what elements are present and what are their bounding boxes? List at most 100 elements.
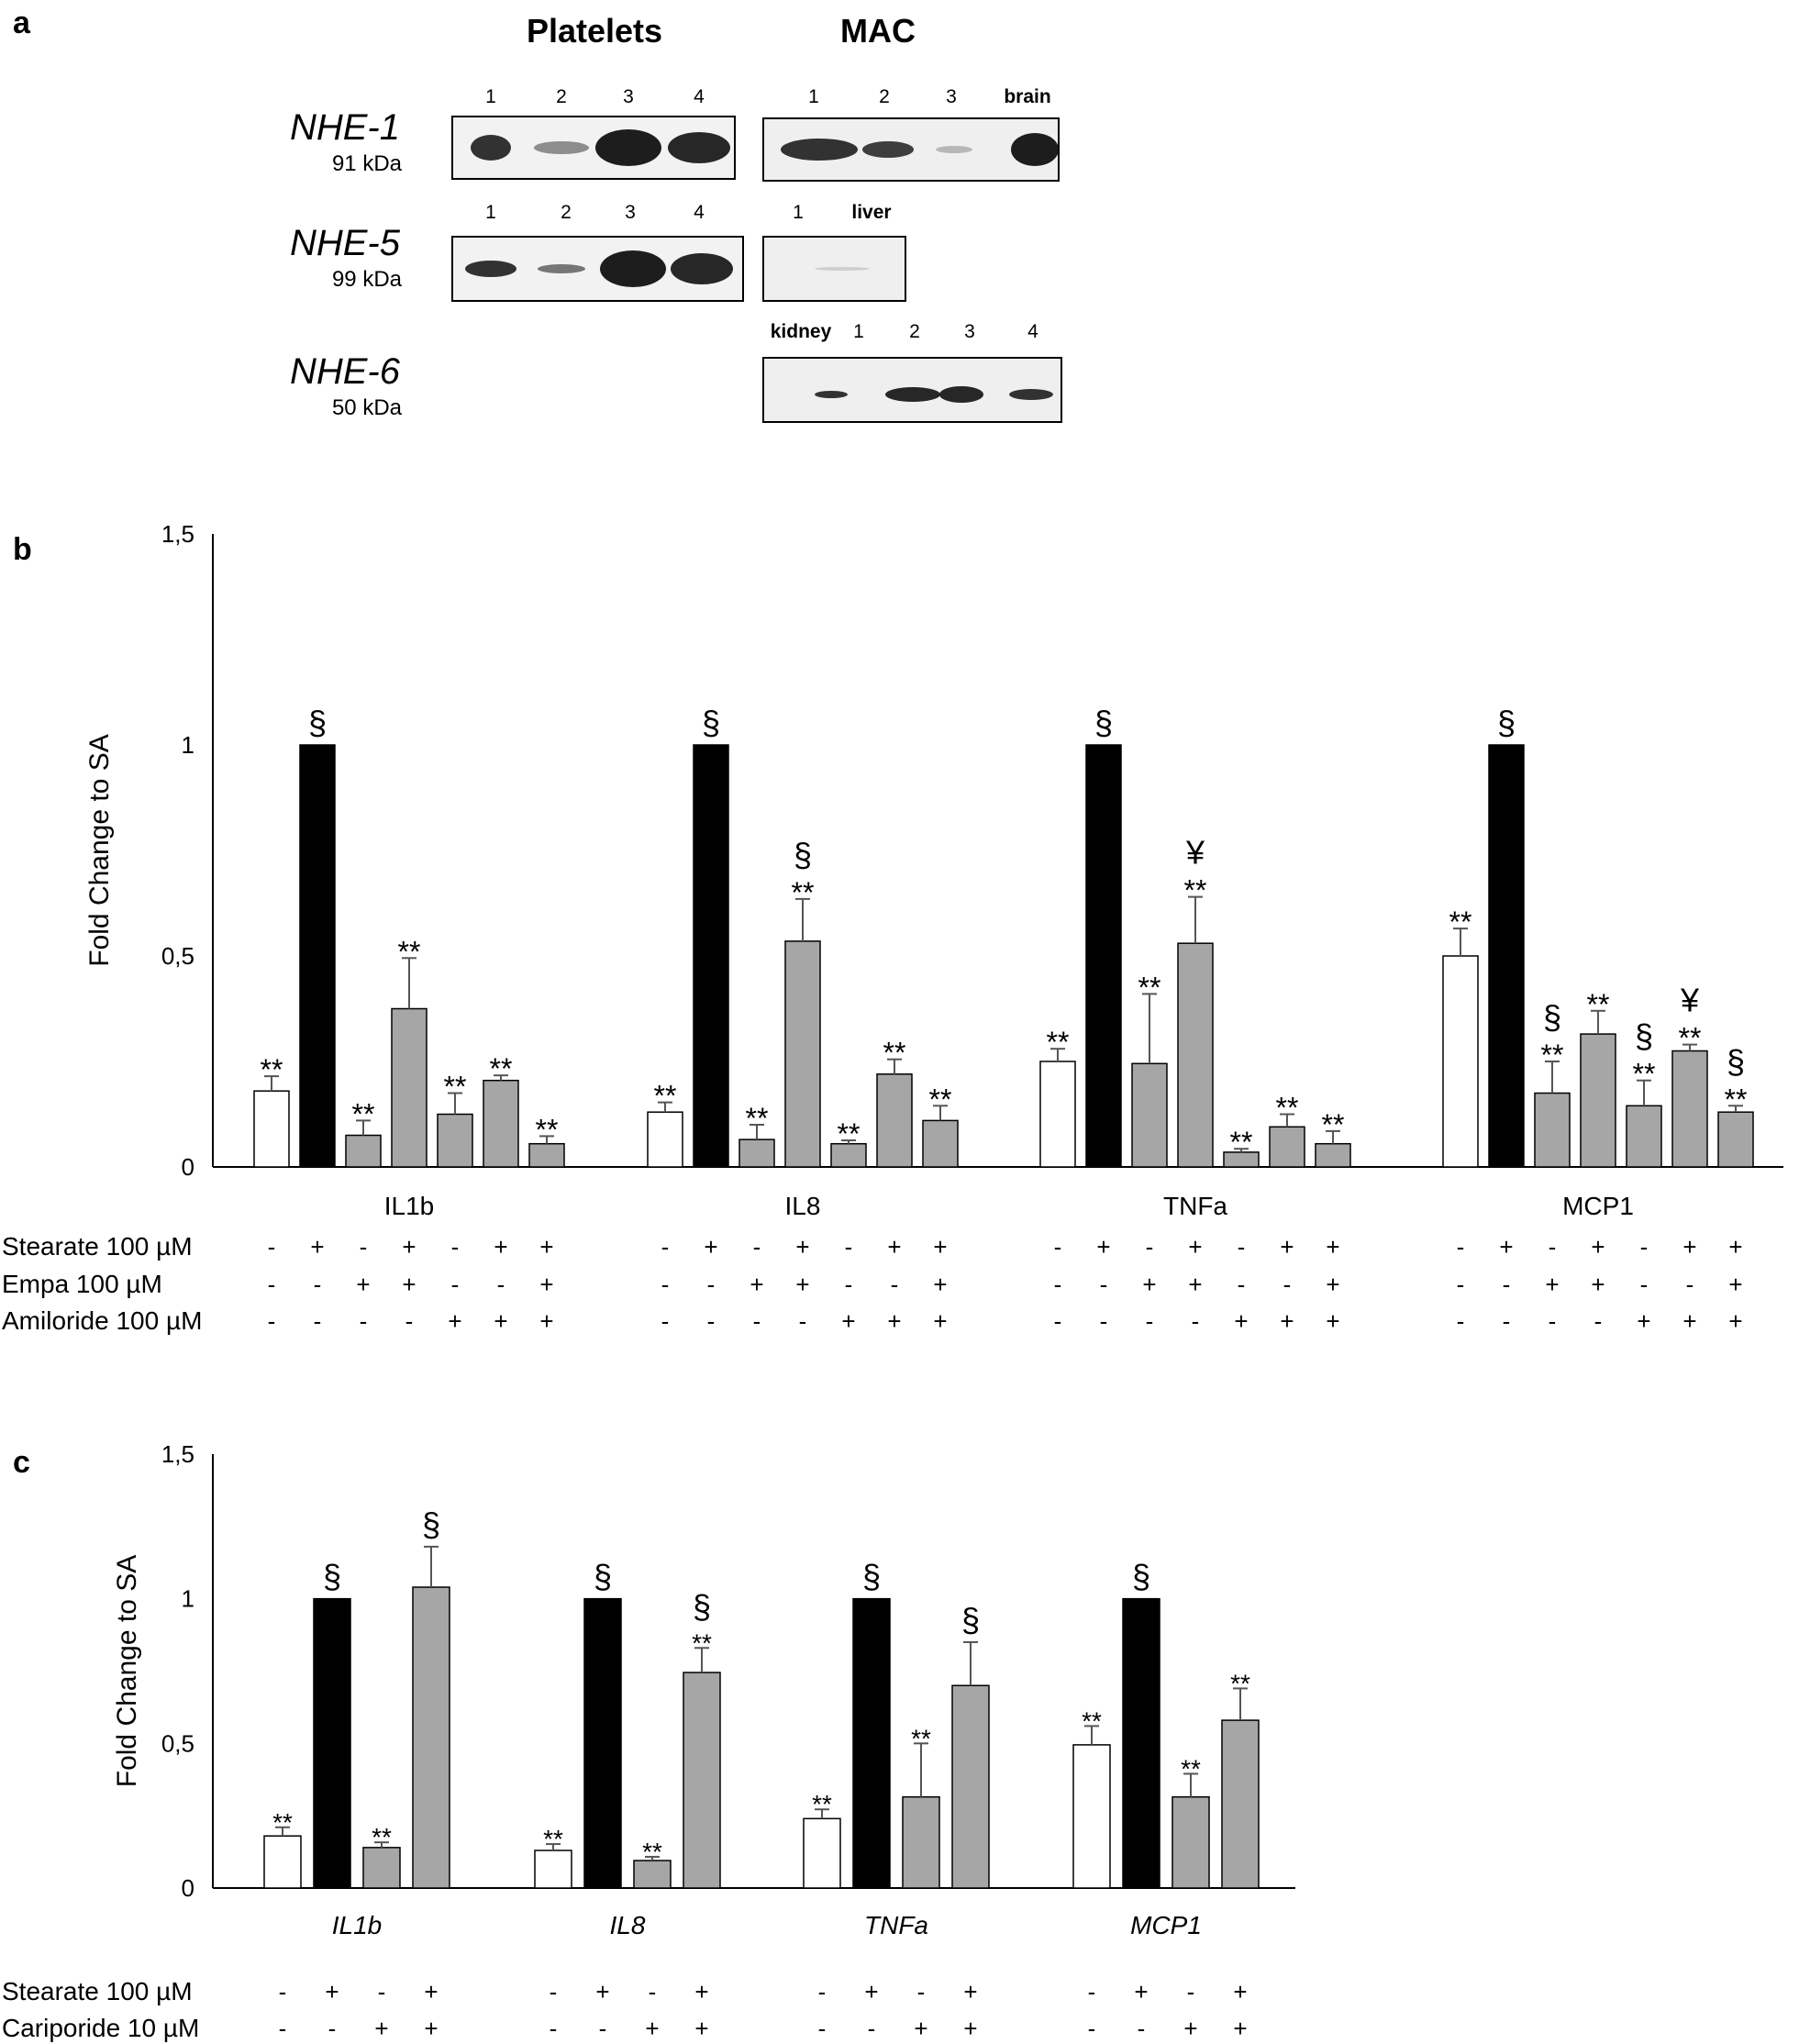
- treatment-sign: +: [795, 1233, 809, 1261]
- bar-il8-6: [876, 1073, 913, 1168]
- lane-label-mac: 2: [909, 321, 920, 342]
- treatment-sign: +: [1188, 1271, 1202, 1298]
- bar-tnfa-4: [1177, 942, 1214, 1168]
- treatment-sign: +: [325, 1978, 339, 2005]
- bar-mcp1-2: [1122, 1597, 1160, 1889]
- lane-label-platelets: 1: [485, 202, 496, 223]
- bar-tnfa-3: [1131, 1062, 1168, 1168]
- band-platelets-nhe-1-lane-3: [595, 129, 661, 166]
- treatment-sign: -: [268, 1233, 276, 1261]
- significance-symbol: ¥: [1185, 834, 1205, 872]
- panel-letter-a: a: [13, 6, 31, 40]
- significance-stars: **: [1181, 1754, 1201, 1783]
- treatment-sign: -: [279, 2015, 287, 2042]
- band-platelets-nhe-1-lane-2: [534, 141, 589, 154]
- significance-stars: **: [490, 1052, 513, 1085]
- treatment-sign: -: [550, 2015, 558, 2042]
- significance-stars: **: [1679, 1022, 1702, 1055]
- treatment-sign: -: [1088, 2015, 1096, 2042]
- treatment-sign: +: [1280, 1307, 1294, 1335]
- treatment-sign: -: [268, 1307, 276, 1335]
- treatment-sign: -: [649, 1978, 657, 2005]
- bar-il1b-2: [313, 1597, 351, 1889]
- bar-mcp1-7: [1717, 1111, 1754, 1168]
- treatment-label: Stearate 100 µM: [2, 1232, 193, 1261]
- treatment-sign: -: [328, 2015, 337, 2042]
- significance-symbol: §: [1635, 1017, 1653, 1055]
- treatment-sign: +: [1280, 1233, 1294, 1261]
- band-mac-nhe-5-1: [815, 267, 870, 271]
- treatment-sign: -: [1549, 1307, 1557, 1335]
- treatment-sign: -: [1187, 1978, 1195, 2005]
- bar-il8-4: [683, 1672, 721, 1889]
- significance-stars: **: [1138, 971, 1161, 1004]
- treatment-sign: +: [1499, 1233, 1513, 1261]
- treatment-label: Stearate 100 µM: [2, 1977, 193, 2005]
- treatment-sign: -: [405, 1307, 414, 1335]
- group-label-il1b: IL1b: [332, 1911, 383, 1939]
- significance-stars: **: [1725, 1083, 1748, 1116]
- bar-il8-1: [534, 1850, 572, 1889]
- treatment-sign: -: [1146, 1307, 1154, 1335]
- bar-il8-4: [784, 940, 821, 1168]
- significance-symbol: §: [308, 704, 327, 741]
- significance-stars: **: [746, 1102, 769, 1135]
- treatment-sign: +: [595, 1978, 609, 2005]
- bar-mcp1-2: [1488, 744, 1525, 1168]
- treatment-sign: +: [1728, 1307, 1742, 1335]
- group-label-il1b: IL1b: [384, 1192, 435, 1220]
- bar-il1b-1: [263, 1835, 302, 1889]
- lane-label-platelets: 2: [561, 202, 572, 223]
- significance-symbol: §: [323, 1558, 341, 1595]
- treatment-label: Cariporide 10 µM: [2, 2014, 199, 2042]
- treatment-sign: +: [933, 1271, 947, 1298]
- treatment-sign: +: [1134, 1978, 1148, 2005]
- treatment-sign: +: [933, 1307, 947, 1335]
- treatment-sign: -: [1238, 1271, 1246, 1298]
- treatment-sign: +: [694, 1978, 708, 2005]
- treatment-sign: -: [891, 1271, 899, 1298]
- treatment-sign: -: [1457, 1271, 1465, 1298]
- bar-il1b-4: [391, 1007, 428, 1168]
- significance-symbol: §: [594, 1558, 612, 1595]
- significance-stars: **: [352, 1097, 375, 1130]
- significance-symbol: §: [1727, 1042, 1745, 1080]
- band-platelets-nhe-5-lane-3: [600, 250, 666, 287]
- bar-tnfa-4: [951, 1684, 990, 1889]
- lane-label-platelets: 3: [623, 86, 634, 107]
- bar-il1b-2: [299, 744, 336, 1168]
- significance-stars: **: [1276, 1092, 1299, 1125]
- treatment-sign: -: [707, 1307, 716, 1335]
- blot-mac-nhe-5: [762, 236, 906, 302]
- bar-il8-2: [583, 1597, 622, 1889]
- lane-label-mac: 1: [808, 86, 819, 107]
- treatment-sign: -: [799, 1307, 807, 1335]
- treatment-sign: +: [1637, 1307, 1650, 1335]
- y-tick-label: 0,5: [161, 1729, 194, 1757]
- treatment-sign: +: [539, 1271, 553, 1298]
- lane-label-platelets: 4: [694, 202, 705, 223]
- y-axis-label: Fold Change to SA: [112, 1555, 142, 1788]
- lane-label-mac: liver: [851, 202, 891, 223]
- mac-title: MAC: [840, 12, 916, 50]
- significance-symbol: §: [1497, 704, 1516, 741]
- treatment-sign: -: [279, 1978, 287, 2005]
- panel-c-chart: c 0 0,5 1 1,5 Fold Change to SA ** § ** § IL1b - + - +…: [2, 1440, 1295, 2042]
- lane-label-mac: 2: [879, 86, 890, 107]
- lane-label-mac: 1: [793, 202, 804, 223]
- bar-mcp1-3: [1172, 1795, 1210, 1889]
- band-mac-nhe-6-2: [885, 387, 940, 402]
- treatment-sign: -: [845, 1271, 853, 1298]
- treatment-label: Amiloride 100 µM: [2, 1306, 202, 1335]
- treatment-sign: +: [704, 1233, 717, 1261]
- band-platelets-nhe-1-lane-1: [471, 135, 511, 161]
- y-tick-label: 0: [182, 1153, 194, 1181]
- treatment-sign: -: [451, 1271, 460, 1298]
- treatment-sign: +: [1728, 1271, 1742, 1298]
- treatment-sign: +: [1234, 1307, 1248, 1335]
- treatment-sign: +: [1142, 1271, 1156, 1298]
- bar-mcp1-3: [1534, 1092, 1571, 1168]
- kda-label-nhe-6: 50 kDa: [332, 395, 403, 420]
